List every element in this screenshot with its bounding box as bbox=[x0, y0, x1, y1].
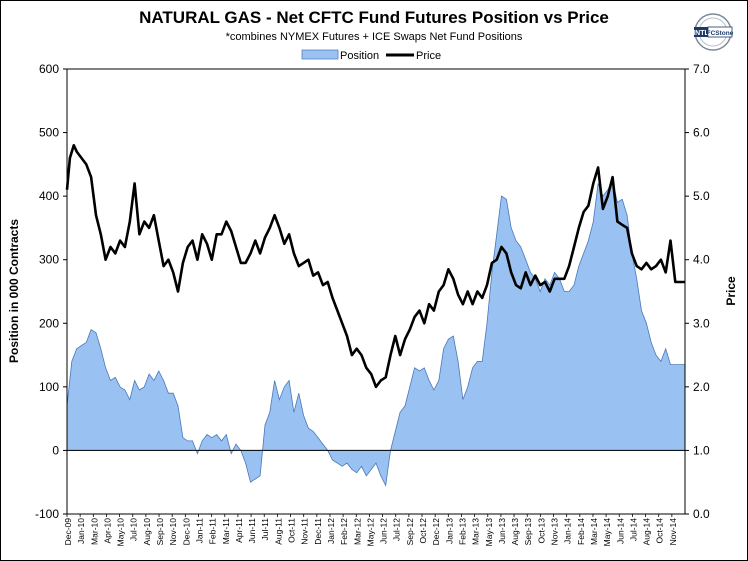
y-left-tick-label: 400 bbox=[39, 189, 59, 203]
x-tick-label: Jun-11 bbox=[247, 518, 257, 544]
x-tick-label: Feb-11 bbox=[208, 518, 218, 545]
x-tick-label: Jul-12 bbox=[392, 518, 402, 541]
x-tick-label: Dec-12 bbox=[431, 518, 441, 546]
x-tick-label: Jan-14 bbox=[563, 518, 573, 544]
y-left-tick-label: 0 bbox=[52, 443, 59, 457]
y-left-tick-label: 500 bbox=[39, 126, 59, 140]
logo-line2: FCStone bbox=[707, 30, 734, 37]
x-tick-label: Oct-11 bbox=[287, 518, 297, 543]
legend-position-swatch bbox=[301, 49, 339, 60]
chart-title: NATURAL GAS - Net CFTC Fund Futures Posi… bbox=[139, 8, 609, 27]
x-tick-label: Jun-13 bbox=[497, 518, 507, 544]
y-right-tick-label: 4.0 bbox=[693, 253, 710, 267]
y-right-tick-label: 1.0 bbox=[693, 443, 710, 457]
x-tick-label: Aug-11 bbox=[273, 518, 283, 545]
x-tick-label: Nov-11 bbox=[300, 518, 310, 545]
x-tick-label: Jan-12 bbox=[326, 518, 336, 544]
x-tick-label: Sep-10 bbox=[155, 518, 165, 546]
legend-price-label: Price bbox=[416, 50, 441, 62]
x-tick-label: Feb-13 bbox=[458, 518, 468, 545]
x-tick-label: Jan-11 bbox=[195, 518, 205, 544]
x-tick-label: Nov-14 bbox=[668, 518, 678, 546]
x-tick-label: Oct-12 bbox=[418, 518, 428, 544]
x-tick-label: Oct-14 bbox=[655, 518, 665, 544]
brand-logo: INTL FCStone bbox=[693, 13, 734, 51]
x-tick-label: Dec-10 bbox=[181, 518, 191, 546]
x-tick-label: Sep-12 bbox=[405, 518, 415, 546]
x-tick-label: Mar-11 bbox=[221, 518, 231, 545]
y-left-tick-label: 300 bbox=[39, 253, 59, 267]
y-left-tick-label: 200 bbox=[39, 316, 59, 330]
y-left-tick-label: 100 bbox=[39, 380, 59, 394]
y-right-tick-label: 6.0 bbox=[693, 126, 710, 140]
x-tick-label: Dec-11 bbox=[313, 518, 323, 545]
y-right-tick-label: 2.0 bbox=[693, 380, 710, 394]
y-left-tick-label: -100 bbox=[35, 507, 59, 521]
legend-position-label: Position bbox=[340, 50, 379, 62]
x-tick-label: Nov-10 bbox=[168, 518, 178, 546]
x-tick-label: Jun-14 bbox=[615, 518, 625, 544]
x-tick-label: Jan-10 bbox=[76, 518, 86, 544]
y-right-tick-label: 5.0 bbox=[693, 189, 710, 203]
x-tick-label: Aug-13 bbox=[510, 518, 520, 546]
x-tick-label: Apr-11 bbox=[234, 518, 244, 543]
x-tick-label: Mar-13 bbox=[471, 518, 481, 545]
y-right-tick-label: 3.0 bbox=[693, 316, 710, 330]
x-tick-label: Sep-13 bbox=[523, 518, 533, 546]
x-tick-label: Jan-13 bbox=[444, 518, 454, 544]
y-left-tick-label: 600 bbox=[39, 62, 59, 76]
x-tick-label: Apr-10 bbox=[102, 518, 112, 544]
x-tick-label: Jul-14 bbox=[628, 518, 638, 541]
x-tick-label: Jul-10 bbox=[129, 518, 139, 541]
position-area bbox=[66, 179, 686, 487]
x-tick-label: Jun-12 bbox=[379, 518, 389, 544]
x-tick-label: Feb-12 bbox=[339, 518, 349, 545]
x-tick-label: Mar-12 bbox=[352, 518, 362, 545]
x-tick-label: Oct-13 bbox=[536, 518, 546, 544]
x-tick-label: Nov-13 bbox=[550, 518, 560, 546]
y-right-tick-label: 7.0 bbox=[693, 62, 710, 76]
x-tick-label: May-13 bbox=[484, 518, 494, 547]
x-tick-label: May-12 bbox=[365, 518, 375, 547]
x-tick-label: Mar-10 bbox=[89, 518, 99, 545]
x-tick-label: Mar-14 bbox=[589, 518, 599, 545]
x-tick-label: May-10 bbox=[116, 518, 126, 547]
x-tick-label: Feb-14 bbox=[576, 518, 586, 545]
x-tick-label: Aug-14 bbox=[642, 518, 652, 546]
logo-line1: INTL bbox=[693, 30, 709, 37]
x-tick-label: Aug-10 bbox=[142, 518, 152, 546]
chart-subtitle: *combines NYMEX Futures + ICE Swaps Net … bbox=[225, 31, 523, 43]
y-axis-left-label: Position in 000 Contracts bbox=[7, 219, 21, 363]
plot-border bbox=[66, 68, 686, 515]
x-tick-label: Dec-09 bbox=[63, 518, 73, 546]
x-tick-label: Jul-11 bbox=[260, 518, 270, 541]
price-line bbox=[65, 144, 685, 389]
y-axis-right-label: Price bbox=[724, 276, 738, 306]
x-tick-label: May-14 bbox=[602, 518, 612, 547]
y-right-tick-label: 0.0 bbox=[693, 507, 710, 521]
